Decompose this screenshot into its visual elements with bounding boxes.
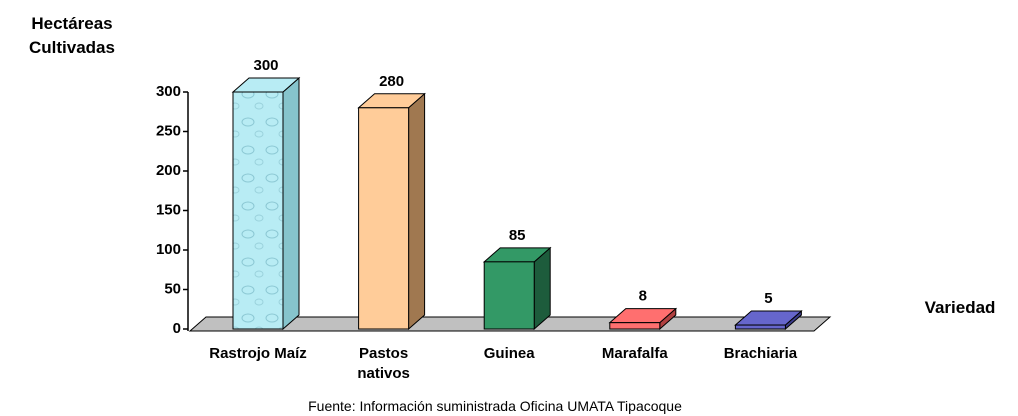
x-tick-label: Pastos nativos: [357, 345, 410, 382]
y-tick-label: 250: [156, 122, 181, 139]
bar: [609, 322, 661, 330]
value-label: 85: [509, 227, 526, 244]
value-label: 8: [639, 288, 647, 305]
x-axis-title: Variedad: [924, 298, 996, 317]
bar: [734, 324, 786, 330]
y-tick-label: 300: [156, 83, 181, 100]
bar: [232, 91, 284, 330]
value-label: 280: [379, 73, 404, 90]
bar-side: [282, 76, 300, 331]
source-note: Fuente: Información suministrada Oficina…: [308, 398, 682, 414]
y-tick-label: 200: [156, 162, 181, 179]
x-tick-label: Rastrojo Maíz: [209, 345, 307, 362]
x-tick-label: Brachiaria: [723, 345, 798, 362]
bar: [358, 107, 410, 330]
bar-side: [408, 92, 426, 331]
y-tick-label: 100: [156, 241, 181, 258]
y-tick-label: 150: [156, 201, 181, 218]
x-tick-label: Marafalfa: [601, 345, 668, 362]
value-label: 300: [253, 57, 278, 74]
y-tick-label: 50: [164, 280, 181, 297]
y-tick-label: 0: [173, 320, 181, 337]
y-axis-title: Hectáreas Cultivadas: [29, 14, 115, 57]
value-label: 5: [764, 290, 772, 307]
x-tick-label: Guinea: [483, 345, 535, 362]
bar: [483, 261, 535, 330]
